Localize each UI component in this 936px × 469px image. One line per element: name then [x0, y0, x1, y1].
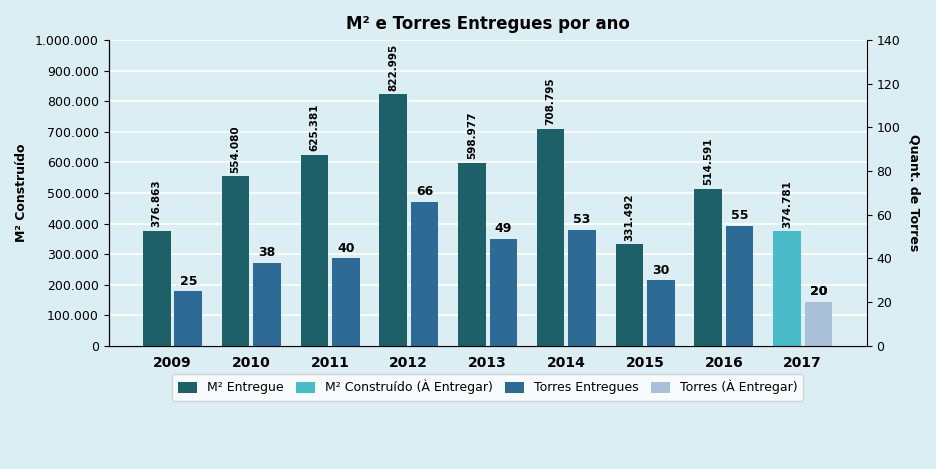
Bar [379, 94, 407, 346]
Bar [411, 202, 438, 346]
Y-axis label: Quant. de Torres: Quant. de Torres [908, 134, 921, 251]
Text: 40: 40 [337, 242, 355, 255]
Bar [300, 155, 329, 346]
Bar [332, 258, 359, 346]
Bar [536, 129, 564, 346]
Text: 708.795: 708.795 [546, 78, 556, 126]
Bar [222, 176, 249, 346]
Text: 20: 20 [810, 286, 827, 298]
Text: 374.781: 374.781 [782, 180, 792, 227]
Text: 376.863: 376.863 [152, 179, 162, 227]
Text: 30: 30 [652, 264, 669, 277]
Legend: M² Entregue, M² Construído (À Entregar), Torres Entregues, Torres (À Entregar): M² Entregue, M² Construído (À Entregar),… [171, 374, 803, 401]
Text: 514.591: 514.591 [703, 137, 713, 185]
Bar [647, 280, 675, 346]
Bar [490, 239, 517, 346]
Bar [568, 230, 596, 346]
Bar [616, 244, 643, 346]
Text: 25: 25 [180, 274, 197, 287]
Text: 331.492: 331.492 [624, 193, 635, 241]
Text: 49: 49 [494, 222, 512, 235]
Text: 822.995: 822.995 [388, 43, 398, 91]
Text: 53: 53 [574, 213, 591, 227]
Bar [254, 263, 281, 346]
Text: 66: 66 [416, 185, 433, 198]
Bar [725, 226, 753, 346]
Y-axis label: M² Construído: M² Construído [15, 144, 28, 242]
Bar [143, 231, 170, 346]
Title: M² e Torres Entregues por ano: M² e Torres Entregues por ano [345, 15, 630, 33]
Text: 554.080: 554.080 [230, 125, 241, 173]
Bar [174, 291, 202, 346]
Text: 55: 55 [731, 209, 748, 222]
Text: 625.381: 625.381 [309, 104, 319, 151]
Text: 598.977: 598.977 [467, 112, 476, 159]
Bar [695, 189, 722, 346]
Bar [458, 163, 486, 346]
Bar [773, 231, 800, 346]
Text: 20: 20 [810, 286, 827, 298]
Bar [805, 302, 832, 346]
Text: 38: 38 [258, 246, 276, 259]
Bar [805, 302, 832, 346]
